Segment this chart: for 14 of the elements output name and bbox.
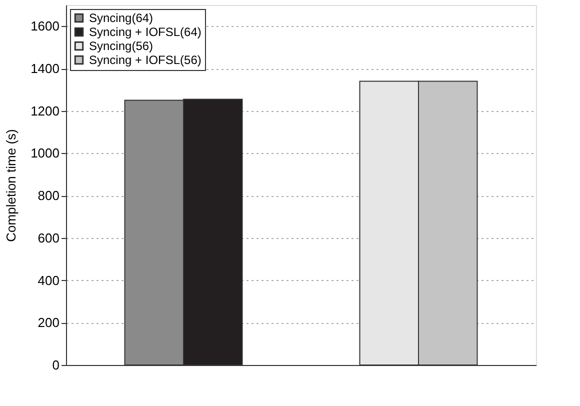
y-tick-label: 800 [38,188,60,204]
y-tick-label: 600 [38,230,60,246]
y-tick-label: 400 [38,272,60,288]
y-tick-label: 200 [38,315,60,330]
y-tick-label: 1400 [30,61,60,76]
legend-label: Syncing(64) [89,11,154,25]
y-tick-label: 0 [52,358,60,372]
y-tick-label: 1600 [30,18,60,34]
y-tick-label: 1200 [30,103,60,118]
y-axis-title: Completion time (s) [4,129,19,242]
y-tick-label: 1000 [30,146,60,161]
legend-label: Syncing(56) [89,39,154,53]
legend-label: Syncing + IOFSL(56) [89,53,202,67]
legend-label: Syncing + IOFSL(64) [89,25,202,39]
